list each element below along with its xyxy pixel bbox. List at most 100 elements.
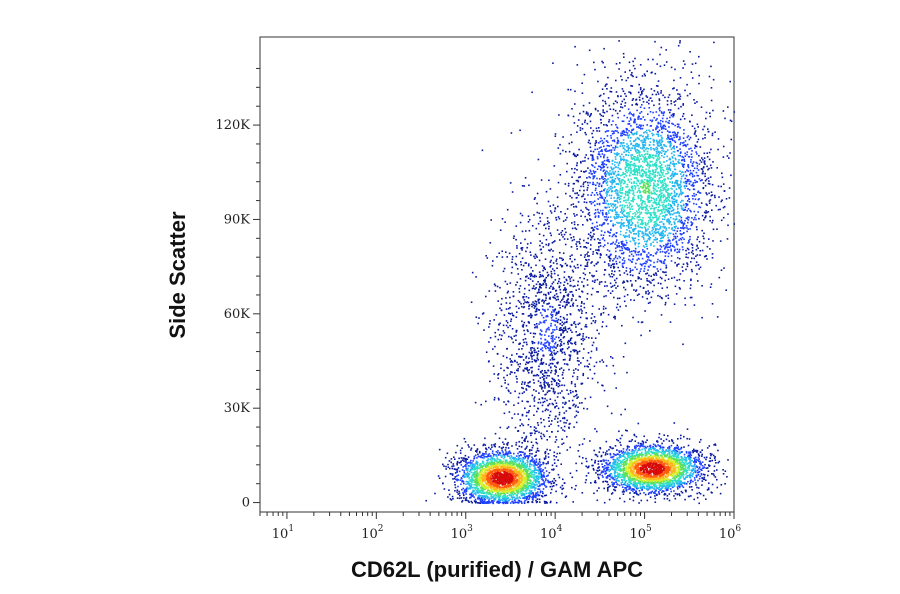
data-point <box>682 166 685 168</box>
data-point <box>517 499 520 502</box>
data-point <box>556 396 559 398</box>
data-point <box>667 141 669 143</box>
data-point <box>688 148 690 150</box>
data-point <box>528 322 530 324</box>
data-point <box>644 74 646 77</box>
data-point <box>607 263 610 265</box>
data-point <box>542 234 545 237</box>
data-point <box>677 257 679 259</box>
data-point <box>531 91 533 94</box>
data-point <box>609 176 612 179</box>
data-point <box>608 172 610 174</box>
data-point <box>583 268 586 270</box>
data-point <box>653 278 655 281</box>
data-point <box>552 286 554 289</box>
data-point <box>677 438 679 440</box>
data-point <box>549 449 551 451</box>
data-point <box>662 236 664 238</box>
data-point <box>627 451 629 453</box>
data-point <box>693 195 696 197</box>
data-point <box>546 222 549 225</box>
data-point <box>531 501 533 503</box>
data-point <box>488 453 491 455</box>
data-point <box>661 240 664 242</box>
data-point <box>484 496 486 499</box>
data-point <box>519 212 522 215</box>
data-point <box>513 413 516 415</box>
data-point <box>609 260 611 262</box>
data-point <box>549 349 551 351</box>
data-point <box>641 104 643 106</box>
data-point <box>550 314 553 316</box>
data-point <box>683 435 685 438</box>
data-point <box>567 295 569 297</box>
data-point <box>659 488 662 490</box>
data-point <box>638 96 641 99</box>
data-point <box>655 274 658 276</box>
data-point <box>613 233 615 236</box>
data-point <box>559 345 561 347</box>
data-point <box>619 225 622 228</box>
data-point <box>481 313 484 315</box>
data-point <box>515 339 517 341</box>
data-point <box>664 487 667 490</box>
data-point <box>555 216 557 219</box>
data-point <box>692 161 695 163</box>
data-point <box>555 366 557 369</box>
data-point <box>602 61 604 64</box>
data-point <box>690 243 693 245</box>
data-point <box>664 279 666 282</box>
data-point <box>569 472 572 475</box>
data-point <box>530 274 533 276</box>
data-point <box>679 186 682 188</box>
data-point <box>641 257 644 260</box>
data-point <box>719 240 722 242</box>
data-point <box>538 482 540 485</box>
data-point <box>539 381 542 384</box>
data-point <box>657 488 660 490</box>
data-point <box>611 357 614 359</box>
data-point <box>584 119 586 122</box>
data-point <box>470 492 473 495</box>
data-point <box>622 251 625 254</box>
data-point <box>526 455 529 458</box>
data-point <box>580 215 582 217</box>
data-point <box>500 367 502 370</box>
data-point <box>529 332 532 334</box>
data-point <box>684 187 687 190</box>
data-point <box>545 297 547 299</box>
data-point <box>551 464 554 467</box>
data-point <box>530 460 532 463</box>
data-point <box>438 448 441 451</box>
data-point <box>635 76 638 78</box>
data-point <box>467 444 469 446</box>
data-point <box>474 401 477 404</box>
data-point <box>550 275 552 277</box>
data-point <box>589 146 592 149</box>
data-point <box>521 249 523 251</box>
data-point <box>461 501 463 503</box>
data-point <box>667 487 670 489</box>
data-point <box>581 492 584 494</box>
data-point <box>526 400 528 403</box>
data-point <box>653 488 655 490</box>
data-point <box>518 458 521 460</box>
data-point <box>674 68 676 71</box>
data-point <box>695 458 698 461</box>
data-point <box>649 445 651 447</box>
data-point <box>679 288 681 290</box>
data-point <box>521 383 523 385</box>
data-point <box>611 272 613 275</box>
data-point <box>632 269 634 271</box>
data-point <box>687 165 689 167</box>
data-point <box>591 274 593 277</box>
data-point <box>678 286 681 289</box>
data-point <box>670 250 672 252</box>
data-point <box>721 176 724 179</box>
data-point <box>680 180 682 182</box>
data-point <box>458 490 460 493</box>
data-point <box>711 194 714 196</box>
data-point <box>662 440 665 442</box>
data-point <box>653 284 655 287</box>
data-point <box>692 451 694 454</box>
